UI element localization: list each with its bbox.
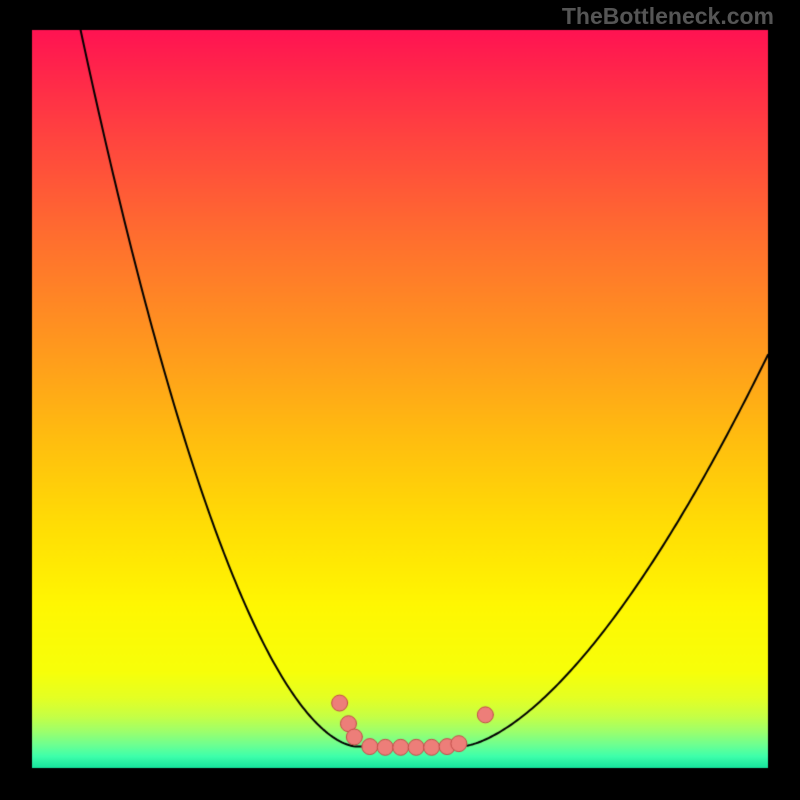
stage: TheBottleneck.com xyxy=(0,0,800,800)
watermark-text: TheBottleneck.com xyxy=(562,3,774,30)
bottleneck-chart xyxy=(0,0,800,800)
